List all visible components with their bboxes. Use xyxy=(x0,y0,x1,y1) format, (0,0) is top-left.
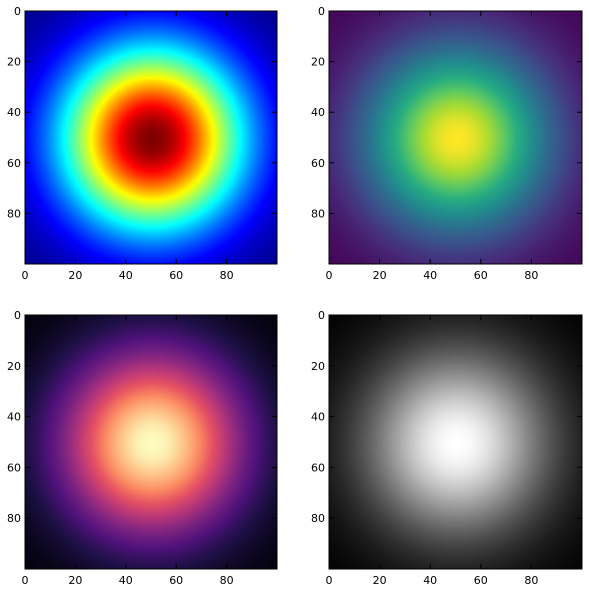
y-tick-label: 40 xyxy=(7,106,21,119)
y-tick-label: 40 xyxy=(311,106,325,119)
x-tick-label: 40 xyxy=(423,269,437,282)
y-tick-label: 80 xyxy=(7,207,21,220)
y-tick-label: 60 xyxy=(7,157,21,170)
x-tick-label: 40 xyxy=(119,574,133,587)
y-tick-label: 40 xyxy=(311,411,325,424)
x-tick-label: 60 xyxy=(474,269,488,282)
axes-frame xyxy=(24,10,278,265)
y-tick-label: 80 xyxy=(7,512,21,525)
y-tick-label: 60 xyxy=(7,461,21,474)
x-tick-label: 80 xyxy=(220,269,234,282)
x-tick-label: 0 xyxy=(326,574,333,587)
axes-frame xyxy=(24,314,278,570)
x-tick-label: 40 xyxy=(119,269,133,282)
x-tick-label: 40 xyxy=(423,574,437,587)
heatmap-image xyxy=(329,315,582,569)
y-tick-label: 0 xyxy=(14,5,21,18)
y-tick-label: 20 xyxy=(7,360,21,373)
y-tick-label: 20 xyxy=(311,56,325,69)
x-tick-label: 0 xyxy=(326,269,333,282)
y-tick-label: 60 xyxy=(311,157,325,170)
x-tick-label: 60 xyxy=(169,574,183,587)
heatmap-panel-gray: 0 20 40 60 80 0 20 40 60 80 xyxy=(311,309,583,587)
y-tick-label: 0 xyxy=(318,309,325,322)
x-tick-label: 80 xyxy=(220,574,234,587)
x-tick-label: 80 xyxy=(524,269,538,282)
x-tick-label: 0 xyxy=(22,269,29,282)
y-tick-label: 0 xyxy=(14,309,21,322)
y-tick-label: 20 xyxy=(7,56,21,69)
heatmap-image xyxy=(25,11,277,264)
y-tick-label: 80 xyxy=(311,512,325,525)
x-tick-label: 60 xyxy=(169,269,183,282)
heatmap-panel-magma: 0 20 40 60 80 0 20 40 60 80 xyxy=(7,309,278,587)
heatmap-image xyxy=(329,11,582,264)
heatmap-panel-jet: 0 20 40 60 80 0 20 40 60 80 xyxy=(7,5,278,282)
x-tick-label: 60 xyxy=(474,574,488,587)
axes-frame xyxy=(328,314,583,570)
x-tick-label: 0 xyxy=(22,574,29,587)
x-tick-label: 80 xyxy=(524,574,538,587)
x-tick-label: 20 xyxy=(68,574,82,587)
axes-frame xyxy=(328,10,583,265)
heatmap-panel-viridis: 0 20 40 60 80 0 20 40 60 80 xyxy=(311,5,583,282)
y-tick-label: 0 xyxy=(318,5,325,18)
y-tick-label: 40 xyxy=(7,411,21,424)
y-tick-label: 80 xyxy=(311,207,325,220)
x-tick-label: 20 xyxy=(373,269,387,282)
y-tick-label: 20 xyxy=(311,360,325,373)
heatmap-image xyxy=(25,315,277,569)
x-tick-label: 20 xyxy=(373,574,387,587)
x-tick-label: 20 xyxy=(68,269,82,282)
y-tick-label: 60 xyxy=(311,461,325,474)
